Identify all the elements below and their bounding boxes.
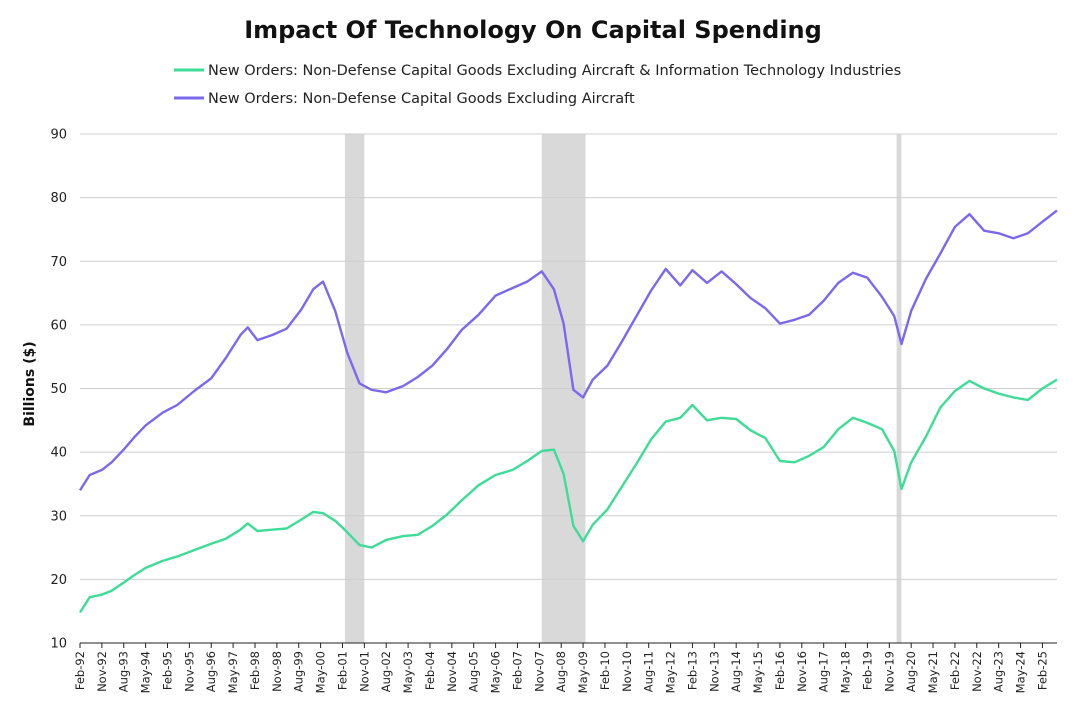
series-line-1: [78, 378, 1058, 614]
x-tick-label: Aug-17: [817, 651, 831, 692]
x-tick-label: Nov-16: [795, 651, 809, 692]
x-tick-label: Feb-98: [248, 651, 262, 690]
y-axis-label: Billions ($): [22, 341, 38, 426]
y-axis-ticks: 10 20 30 40 50 60 70 80 90: [50, 128, 67, 652]
y-tick-label: 60: [50, 318, 67, 333]
x-tick-label: Nov-98: [270, 651, 284, 692]
x-tick-label: May-06: [489, 651, 503, 693]
x-tick-label: Aug-99: [292, 651, 306, 692]
x-tick-label: Feb-16: [773, 651, 787, 690]
x-tick-label: Aug-08: [554, 651, 568, 692]
x-tick-label: Nov-07: [532, 651, 546, 692]
x-tick-label: Nov-01: [357, 651, 371, 692]
x-tick-label: Feb-25: [1035, 651, 1049, 690]
x-tick-label: Nov-13: [707, 651, 721, 692]
x-tick-label: Nov-22: [970, 651, 984, 692]
y-tick-label: 20: [50, 573, 67, 588]
x-tick-label: May-03: [401, 651, 415, 693]
x-tick-label: Aug-02: [379, 651, 393, 692]
x-tick-label: Aug-11: [642, 651, 656, 692]
y-tick-label: 10: [50, 637, 67, 652]
x-tick-label: May-00: [314, 651, 328, 693]
y-tick-label: 80: [50, 191, 67, 206]
x-tick-label: Aug-05: [467, 651, 481, 692]
x-tick-label: Aug-23: [992, 651, 1006, 692]
x-tick-label: May-21: [926, 651, 940, 693]
y-tick-label: 70: [50, 255, 67, 270]
x-tick-label: Nov-04: [445, 651, 459, 692]
x-tick-label: May-97: [226, 651, 240, 693]
y-tick-label: 30: [50, 509, 67, 524]
x-tick-label: Feb-13: [685, 651, 699, 690]
x-tick-label: Feb-04: [423, 651, 437, 690]
x-tick-label: Feb-95: [160, 651, 174, 690]
x-tick-label: May-24: [1014, 651, 1028, 693]
x-tick-label: May-94: [139, 651, 153, 693]
x-tick-label: May-12: [664, 651, 678, 693]
x-tick-label: Nov-95: [182, 651, 196, 692]
x-tick-label: Feb-19: [860, 651, 874, 690]
x-tick-label: May-15: [751, 651, 765, 693]
series-lines: [78, 209, 1058, 614]
y-tick-label: 90: [50, 128, 67, 143]
x-axis-ticks: Feb-92 Nov-92 Aug-93 May-94 Feb-95 Nov-95 Aug-…: [73, 643, 1049, 693]
x-tick-label: Aug-20: [904, 651, 918, 692]
x-tick-label: May-09: [576, 651, 590, 693]
x-tick-label: Feb-92: [73, 651, 87, 690]
x-tick-label: May-18: [839, 651, 853, 693]
legend-label-2: New Orders: Non-Defense Capital Goods Ex…: [208, 91, 635, 107]
series-line-2: [78, 209, 1058, 491]
legend: New Orders: Non-Defense Capital Goods Ex…: [174, 63, 901, 107]
x-tick-label: Feb-07: [510, 651, 524, 690]
x-tick-label: Feb-10: [598, 651, 612, 690]
chart-title: Impact Of Technology On Capital Spending: [244, 16, 822, 44]
y-tick-label: 50: [50, 382, 67, 397]
x-tick-label: Nov-10: [620, 651, 634, 692]
x-tick-label: Nov-19: [882, 651, 896, 692]
x-tick-label: Aug-93: [117, 651, 131, 692]
x-tick-label: Feb-01: [335, 651, 349, 690]
x-tick-label: Nov-92: [95, 651, 109, 692]
x-tick-label: Aug-96: [204, 651, 218, 692]
legend-label-1: New Orders: Non-Defense Capital Goods Ex…: [208, 63, 901, 79]
x-tick-label: Aug-14: [729, 651, 743, 692]
y-tick-label: 40: [50, 446, 67, 461]
x-tick-label: Feb-22: [948, 651, 962, 690]
